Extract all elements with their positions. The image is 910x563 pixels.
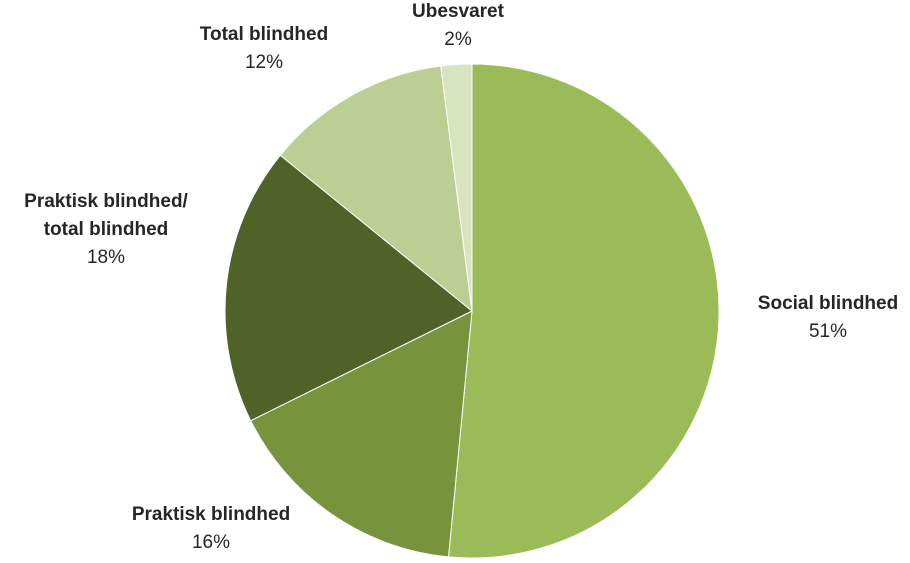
slice-label-social-blindhed: Social blindhed 51% (758, 293, 898, 342)
pie-slice-praktisk-blindhed (250, 310, 473, 558)
pie-slice-social-blindhed (447, 63, 720, 559)
slice-name-text: Total blindhed (200, 24, 328, 45)
slice-name-text: Praktisk blindhed (132, 504, 290, 525)
slice-value-text: 18% (87, 247, 125, 268)
pie-slice-praktisk-blindhed-total-blindhed (224, 154, 473, 422)
pie-slice-ubesvaret (440, 63, 473, 312)
slice-label-total-blindhed: Total blindhed 12% (200, 24, 328, 73)
pie-slices (224, 63, 720, 559)
slice-value-text: 16% (192, 532, 230, 553)
slice-label-praktisk-blindhed-total-blindhed: Praktisk blindhed/total blindhed 18% (24, 191, 188, 268)
slice-label-praktisk-blindhed: Praktisk blindhed 16% (132, 504, 290, 553)
slice-value-text: 12% (245, 52, 283, 73)
slice-name-text: Social blindhed (758, 293, 898, 314)
pie-slice-total-blindhed (279, 65, 473, 313)
slice-value-text: 51% (809, 321, 847, 342)
slice-name-text: Praktisk blindhed/ (24, 191, 188, 212)
slice-label-ubesvaret: Ubesvaret 2% (412, 1, 505, 50)
slice-name-text: Ubesvaret (412, 1, 505, 22)
slice-value-text: 2% (444, 29, 472, 50)
slice-name-text: total blindhed (44, 219, 169, 240)
